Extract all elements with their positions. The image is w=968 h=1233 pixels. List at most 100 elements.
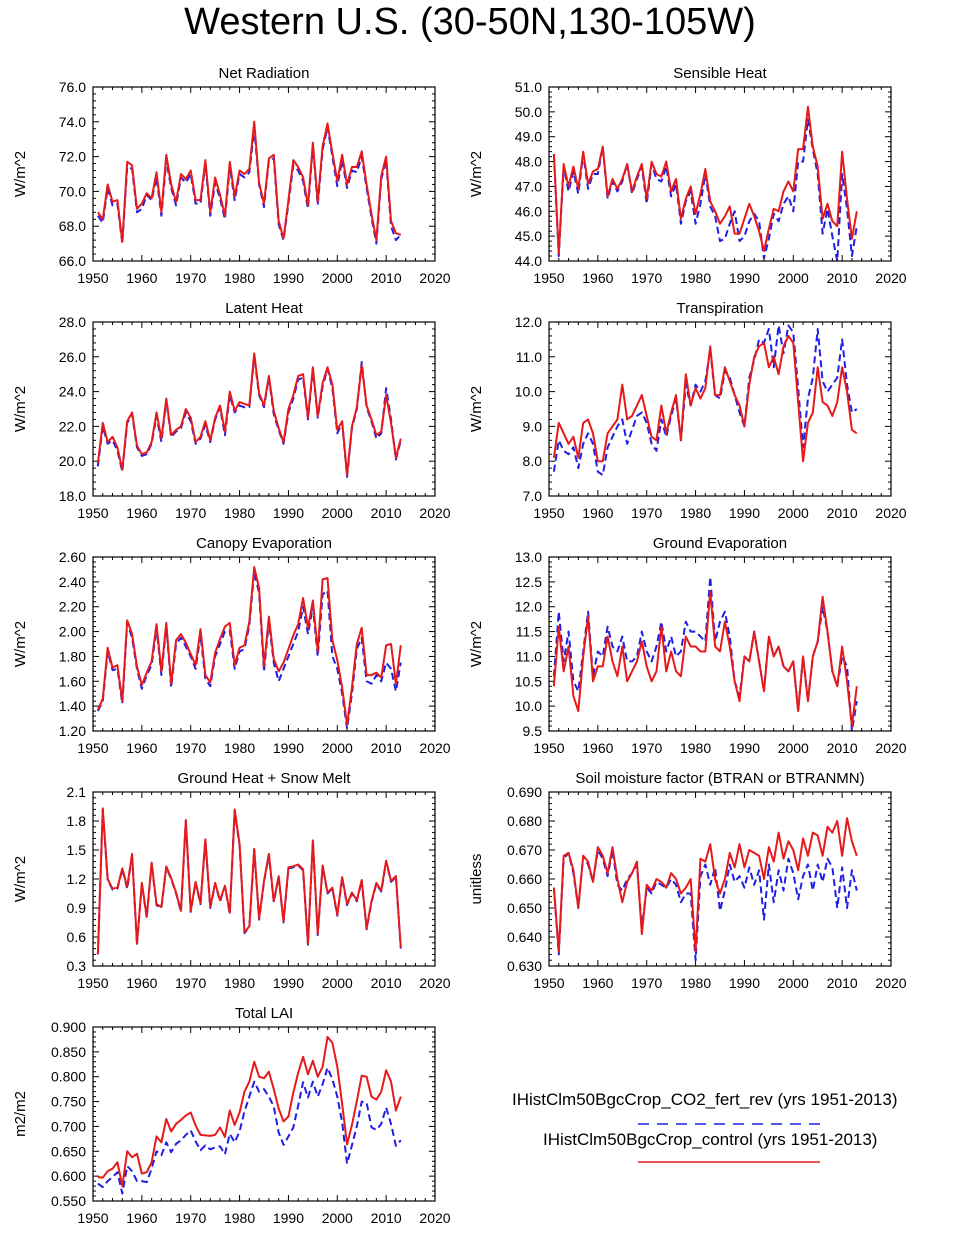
y-tick-label: 47.0	[515, 178, 542, 194]
x-tick-label: 2020	[419, 975, 450, 991]
x-tick-label: 1960	[582, 975, 613, 991]
x-tick-label: 2010	[371, 505, 402, 521]
chart-panel-total-lai: Total LAI m2/m2 1950 1960 1970 1980 1990 2000 20…	[12, 1005, 451, 1226]
series-line-co2-fert-rev	[552, 575, 858, 732]
y-tick-label: 51.0	[515, 79, 542, 95]
x-tick-label: 1970	[175, 270, 206, 286]
x-tick-label: 1980	[680, 270, 711, 286]
y-tick-label: 0.9	[67, 900, 87, 916]
y-tick-label: 70.0	[59, 183, 86, 199]
y-tick-label: 1.40	[59, 698, 86, 714]
y-tick-label: 0.700	[51, 1118, 86, 1134]
y-tick-label: 0.680	[507, 813, 542, 829]
y-tick-label: 11.0	[516, 648, 542, 664]
y-tick-label: 0.800	[51, 1069, 86, 1085]
series-line-control	[97, 1035, 402, 1188]
x-tick-label: 2020	[419, 505, 450, 521]
x-tick-label: 1950	[77, 1210, 108, 1226]
x-tick-label: 1990	[729, 270, 760, 286]
y-tick-label: 48.0	[515, 154, 542, 170]
y-tick-label: 2.40	[59, 574, 86, 590]
x-tick-label: 2000	[778, 505, 809, 521]
x-tick-label: 2000	[778, 740, 809, 756]
y-tick-label: 11.0	[516, 349, 542, 365]
series-line-control	[97, 120, 402, 243]
x-tick-label: 2010	[371, 270, 402, 286]
series-line-control	[96, 565, 402, 726]
y-tick-label: 28.0	[59, 314, 86, 330]
y-tick-label: 26.0	[59, 349, 86, 365]
x-tick-label: 2020	[875, 740, 906, 756]
y-tick-label: 50.0	[515, 104, 542, 120]
x-tick-label: 1990	[273, 740, 304, 756]
x-tick-label: 1950	[77, 975, 108, 991]
chart-panel-soil-moisture-factor-btran-or-btranmn: Soil moisture factor (BTRAN or BTRANMN) u…	[468, 770, 907, 991]
x-tick-label: 2000	[322, 270, 353, 286]
y-axis-label: W/m^2	[12, 151, 29, 197]
page-title: Western U.S. (30-50N,130-105W)	[184, 1, 756, 43]
y-tick-label: 11.5	[516, 624, 542, 640]
y-tick-label: 12.5	[515, 574, 542, 590]
y-axis-label: W/m^2	[468, 386, 485, 432]
series-line-control	[552, 590, 858, 728]
x-tick-label: 1980	[680, 505, 711, 521]
x-tick-label: 2000	[778, 975, 809, 991]
y-tick-label: 13.0	[515, 549, 542, 565]
x-tick-label: 1990	[273, 1210, 304, 1226]
y-tick-label: 10.0	[515, 698, 542, 714]
x-tick-label: 2000	[322, 975, 353, 991]
x-tick-label: 1950	[533, 740, 564, 756]
panel-title: Sensible Heat	[673, 65, 767, 82]
x-tick-label: 2010	[371, 740, 402, 756]
x-tick-label: 1980	[224, 1210, 255, 1226]
x-tick-label: 1960	[582, 740, 613, 756]
panel-title: Total LAI	[235, 1005, 293, 1022]
series-line-co2-fert-rev	[552, 324, 858, 477]
y-tick-label: 12.0	[515, 314, 542, 330]
x-tick-label: 1990	[729, 740, 760, 756]
x-tick-label: 2010	[827, 740, 858, 756]
x-tick-label: 2000	[322, 740, 353, 756]
plot-frame	[548, 321, 892, 497]
x-tick-label: 1950	[533, 975, 564, 991]
x-tick-label: 1990	[729, 505, 760, 521]
y-axis-label: m2/m2	[12, 1091, 29, 1137]
x-tick-label: 1970	[175, 505, 206, 521]
x-tick-label: 1960	[126, 975, 157, 991]
y-axis-label: W/m^2	[12, 386, 29, 432]
panel-title: Ground Heat + Snow Melt	[177, 770, 351, 787]
x-tick-label: 2020	[419, 1210, 450, 1226]
y-tick-label: 76.0	[59, 79, 86, 95]
series-line-co2-fert-rev	[96, 570, 402, 730]
plot-frame	[548, 556, 892, 732]
x-tick-label: 1970	[631, 505, 662, 521]
series-line-co2-fert-rev	[96, 808, 402, 955]
x-tick-label: 1980	[224, 505, 255, 521]
x-tick-label: 1970	[631, 975, 662, 991]
x-tick-label: 2020	[875, 270, 906, 286]
x-tick-label: 1980	[680, 740, 711, 756]
y-tick-label: 0.670	[507, 842, 542, 858]
y-tick-label: 68.0	[59, 218, 86, 234]
x-tick-label: 2020	[419, 270, 450, 286]
x-tick-label: 1980	[680, 975, 711, 991]
x-tick-label: 1990	[273, 505, 304, 521]
panel-title: Canopy Evaporation	[196, 535, 332, 552]
panel-title: Ground Evaporation	[653, 535, 787, 552]
y-tick-label: 2.1	[67, 784, 87, 800]
x-tick-label: 2010	[371, 1210, 402, 1226]
plot-frame	[92, 1026, 436, 1202]
series-line-co2-fert-rev	[97, 126, 402, 245]
y-tick-label: 0.6	[67, 929, 87, 945]
plot-frame	[548, 791, 892, 967]
x-tick-label: 2000	[778, 270, 809, 286]
x-tick-label: 1980	[224, 740, 255, 756]
y-tick-label: 44.0	[515, 253, 542, 269]
plot-frame	[92, 791, 436, 967]
series-line-control	[552, 334, 858, 463]
y-tick-label: 2.60	[59, 549, 86, 565]
y-tick-label: 1.20	[59, 723, 86, 739]
y-tick-label: 1.60	[59, 673, 86, 689]
y-tick-label: 46.0	[515, 203, 542, 219]
x-tick-label: 1970	[631, 740, 662, 756]
